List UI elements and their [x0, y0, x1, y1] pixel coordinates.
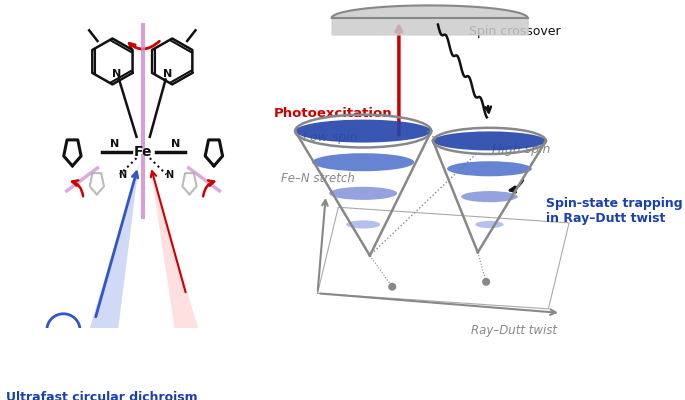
- Text: N: N: [119, 170, 126, 180]
- Text: Spin crossover: Spin crossover: [469, 25, 561, 38]
- Text: N: N: [164, 170, 173, 180]
- Ellipse shape: [329, 187, 397, 200]
- Ellipse shape: [312, 153, 414, 171]
- Polygon shape: [150, 164, 216, 350]
- Text: Fe: Fe: [134, 144, 152, 158]
- Text: Low spin: Low spin: [303, 131, 358, 144]
- Text: N: N: [171, 139, 181, 149]
- Text: N: N: [110, 139, 119, 149]
- Text: Fe–N stretch: Fe–N stretch: [281, 172, 354, 185]
- Text: Photoexcitation: Photoexcitation: [273, 106, 393, 120]
- Text: High spin: High spin: [492, 143, 550, 156]
- Text: N: N: [112, 69, 121, 79]
- Ellipse shape: [475, 221, 503, 228]
- Text: Ray–Dutt twist: Ray–Dutt twist: [471, 324, 557, 338]
- Polygon shape: [58, 164, 139, 366]
- Ellipse shape: [295, 120, 432, 142]
- Ellipse shape: [447, 161, 532, 176]
- Ellipse shape: [346, 220, 380, 228]
- Text: Ultrafast circular dichroism: Ultrafast circular dichroism: [5, 391, 197, 400]
- Ellipse shape: [433, 132, 546, 150]
- Circle shape: [483, 278, 489, 285]
- Ellipse shape: [461, 191, 518, 202]
- Circle shape: [389, 284, 395, 290]
- Text: Spin-state trapping
in Ray–Dutt twist: Spin-state trapping in Ray–Dutt twist: [546, 197, 682, 225]
- Ellipse shape: [72, 353, 101, 366]
- Text: N: N: [164, 69, 173, 79]
